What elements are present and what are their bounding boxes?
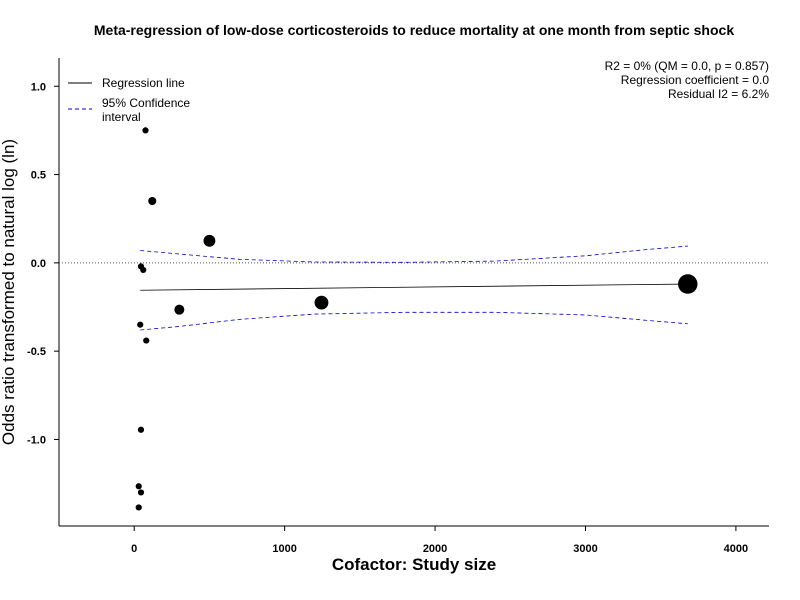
x-axis-ticks: 0 1000 2000 3000 4000 — [131, 526, 748, 555]
study-point — [314, 295, 329, 310]
y-axis-ticks: 1.0 0.5 0.0 -0.5 -1.0 — [27, 81, 59, 446]
study-point — [203, 234, 216, 247]
legend-confidence-interval-label: 95% Confidence — [102, 96, 190, 110]
annotation-residual-i2: Residual I2 = 6.2% — [668, 87, 769, 101]
annotation-r2: R2 = 0% (QM = 0.0, p = 0.857) — [605, 59, 769, 73]
x-axis-label: Cofactor: Study size — [332, 555, 496, 574]
legend-confidence-interval-label-line2: interval — [102, 110, 141, 124]
study-point — [140, 266, 147, 274]
y-axis-label: Odds ratio transformed to natural log (l… — [0, 139, 18, 445]
annotation-regression-coefficient: Regression coefficient = 0.0 — [621, 73, 770, 87]
plot-points — [135, 127, 698, 511]
y-tick-label: 0.5 — [31, 170, 46, 182]
chart-title: Meta-regression of low-dose corticostero… — [94, 22, 734, 38]
legend: Regression line 95% Confidence interval — [68, 76, 190, 124]
study-point — [142, 127, 149, 134]
legend-regression-line-label: Regression line — [102, 76, 185, 90]
x-tick-label: 2000 — [423, 543, 447, 555]
study-point — [137, 321, 144, 328]
plot-lines — [59, 245, 769, 331]
y-tick-label: -1.0 — [27, 434, 46, 446]
y-tick-label: 1.0 — [31, 81, 46, 93]
x-tick-label: 1000 — [272, 543, 296, 555]
x-tick-label: 4000 — [724, 543, 748, 555]
y-axis: 1.0 0.5 0.0 -0.5 -1.0 Odds ratio transformed… — [0, 58, 60, 526]
regression-line — [140, 283, 688, 291]
study-point — [678, 274, 698, 294]
y-tick-label: 0.0 — [31, 258, 46, 270]
ci-lower-line — [140, 311, 688, 331]
study-point — [174, 304, 185, 315]
ci-upper-line — [140, 245, 688, 263]
study-point — [137, 426, 145, 433]
study-point — [137, 489, 145, 496]
annotation-block: R2 = 0% (QM = 0.0, p = 0.857) Regression… — [605, 59, 770, 101]
y-tick-label: -0.5 — [27, 346, 46, 358]
study-point — [143, 337, 150, 344]
study-point — [135, 504, 142, 511]
study-point — [148, 196, 157, 206]
x-axis: 0 1000 2000 3000 4000 Cofactor: Study size — [59, 525, 769, 574]
study-point — [135, 483, 142, 490]
x-tick-label: 3000 — [573, 543, 597, 555]
x-tick-label: 0 — [131, 543, 137, 555]
